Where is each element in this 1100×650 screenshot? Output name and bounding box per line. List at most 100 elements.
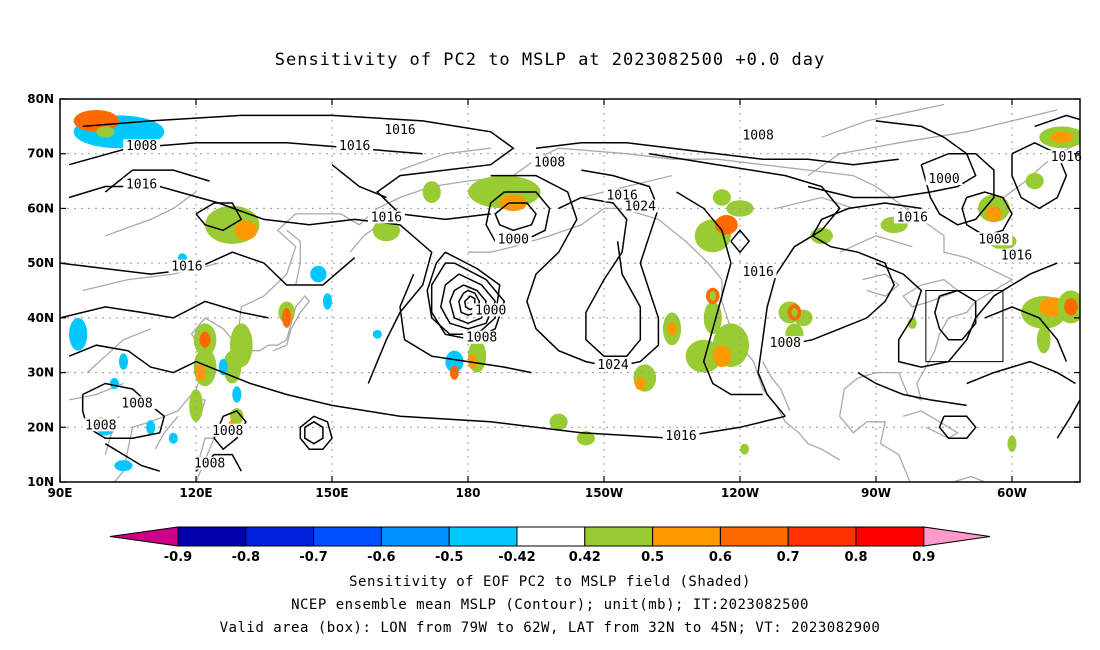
contour-line bbox=[920, 152, 995, 226]
sensitivity-shade bbox=[985, 205, 1003, 223]
lat-tick-label: 40N bbox=[27, 311, 54, 325]
sensitivity-shade bbox=[810, 227, 833, 244]
sensitivity-shade bbox=[372, 329, 382, 339]
contour-label: 1008 bbox=[212, 424, 243, 439]
contour-line bbox=[430, 262, 506, 341]
sensitivity-shade bbox=[199, 331, 211, 348]
sensitivity-shade bbox=[685, 339, 722, 373]
contour-label-bg bbox=[168, 259, 206, 273]
contour-line bbox=[857, 371, 967, 407]
sensitivity-shade bbox=[709, 291, 716, 301]
sensitivity-shade bbox=[449, 365, 459, 380]
valid-area-box bbox=[925, 290, 1004, 363]
contour-label: 1024 bbox=[625, 199, 656, 214]
colorbar-cell bbox=[584, 526, 654, 547]
colorbar-label: 0.6 bbox=[709, 550, 732, 565]
contour-label: 1016 bbox=[371, 210, 402, 225]
sensitivity-shade bbox=[791, 308, 798, 317]
colorbar-cell bbox=[855, 526, 925, 547]
sensitivity-shade bbox=[715, 214, 738, 235]
sensitivity-shade bbox=[310, 265, 327, 283]
lon-tick-label: 150E bbox=[315, 486, 348, 500]
colorbar-cell bbox=[313, 526, 382, 547]
colorbar-label: 0.5 bbox=[641, 550, 664, 565]
contour-label-bg bbox=[998, 248, 1035, 262]
coastline bbox=[988, 142, 1080, 209]
sensitivity-shade bbox=[740, 443, 750, 455]
contour-label-bg bbox=[123, 139, 160, 153]
contour-label-bg bbox=[594, 358, 632, 372]
coastline bbox=[86, 328, 151, 374]
colorbar-label: -0.42 bbox=[498, 550, 535, 565]
colorbar-label: 0.8 bbox=[844, 550, 867, 565]
coastline bbox=[113, 147, 1014, 482]
sensitivity-shade bbox=[109, 378, 119, 389]
colorbar-label: 0.42 bbox=[569, 550, 601, 565]
coastline bbox=[807, 109, 1058, 177]
contour-label: 1008 bbox=[85, 418, 116, 433]
colorbar: -0.9 -0.8 -0.7 -0.6 -0.5 -0.42 0.42 0.5 0.6 0.7 0.… bbox=[109, 526, 991, 565]
contour-label: 1016 bbox=[339, 139, 370, 154]
coastline bbox=[581, 174, 673, 199]
colorbar-label: -0.9 bbox=[164, 550, 192, 565]
colorbar-label: -0.5 bbox=[435, 550, 463, 565]
sensitivity-shade bbox=[1050, 131, 1074, 143]
colorbar-cell bbox=[652, 526, 721, 547]
sensitivity-shade bbox=[712, 189, 731, 206]
contour-label-bg bbox=[381, 122, 419, 136]
contour-label-bg bbox=[975, 232, 1013, 246]
contour-label-bg bbox=[739, 128, 777, 142]
sensitivity-shade bbox=[282, 308, 292, 328]
contour-label: 1008 bbox=[534, 156, 565, 171]
contour-label-bg bbox=[893, 210, 931, 224]
contour-label-bg bbox=[925, 172, 963, 186]
coastline bbox=[154, 415, 179, 450]
contour-line bbox=[961, 191, 1013, 237]
contour-label-bg bbox=[336, 139, 374, 153]
contour-label: 1008 bbox=[770, 336, 801, 351]
contour-line bbox=[331, 164, 387, 199]
contour-line bbox=[966, 360, 1076, 385]
contour-label-bg bbox=[621, 199, 659, 213]
contour-line bbox=[875, 262, 1058, 368]
contour-label: 1008 bbox=[742, 128, 773, 143]
contour-line bbox=[535, 142, 899, 166]
contour-label-bg bbox=[494, 232, 532, 246]
contour-label: 1008 bbox=[466, 331, 497, 346]
coastline bbox=[862, 273, 900, 297]
contour-label-bg bbox=[191, 456, 228, 470]
coastline bbox=[105, 191, 197, 237]
colorbar-cell bbox=[245, 526, 315, 547]
colorbar-cell bbox=[787, 526, 857, 547]
sensitivity-shade bbox=[146, 420, 156, 435]
sensitivity-shade bbox=[1025, 172, 1044, 190]
contour-line bbox=[1056, 399, 1080, 439]
contour-line bbox=[304, 420, 324, 445]
contour-label: 1016 bbox=[665, 429, 696, 444]
coastline bbox=[240, 294, 311, 368]
sensitivity-shade bbox=[223, 350, 242, 384]
contour-line bbox=[1011, 141, 1068, 210]
contour-line bbox=[938, 415, 977, 439]
map-frame bbox=[59, 98, 1081, 483]
contour-line bbox=[449, 284, 487, 325]
coastline bbox=[902, 278, 959, 308]
lon-tick-label: 90E bbox=[48, 486, 73, 500]
contour-line bbox=[104, 443, 160, 472]
contour-line bbox=[440, 273, 497, 330]
coastline bbox=[286, 229, 301, 286]
lon-tick-label: 120W bbox=[721, 486, 759, 500]
contour-label-bg bbox=[209, 423, 247, 437]
colorbar-arrow-left bbox=[109, 526, 179, 547]
contour-line bbox=[558, 196, 642, 357]
contour-line bbox=[399, 273, 532, 374]
contour-label-bg bbox=[123, 177, 160, 191]
lon-tick-label: 120E bbox=[179, 486, 212, 500]
lat-tick-label: 20N bbox=[27, 420, 54, 434]
contour-label-bg bbox=[603, 188, 641, 202]
contour-line bbox=[649, 152, 841, 417]
sensitivity-shade bbox=[445, 350, 464, 373]
caption-contour: NCEP ensemble mean MSLP (Contour); unit(… bbox=[291, 597, 809, 613]
colorbar-cell bbox=[380, 526, 450, 547]
contour-label-bg bbox=[766, 336, 804, 350]
